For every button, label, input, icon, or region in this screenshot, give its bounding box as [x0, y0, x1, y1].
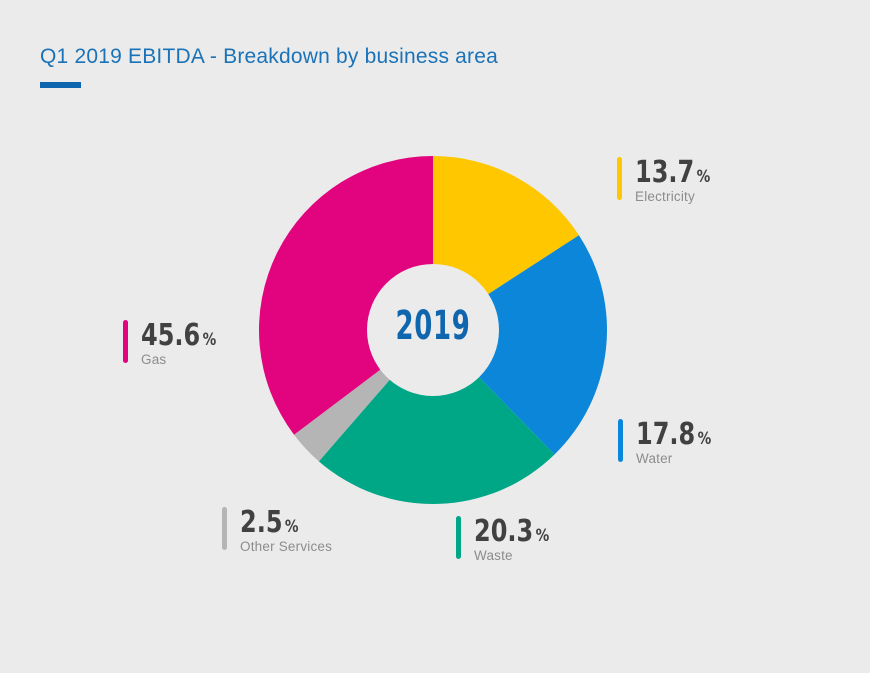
callout-color-bar-water — [618, 419, 623, 462]
callout-percent-sign-other-services: % — [284, 517, 299, 537]
callout-other-services: 2.5% Other Services — [222, 507, 332, 554]
callout-percent-sign-electricity: % — [696, 167, 711, 187]
callout-value-other-services: 2.5 — [240, 505, 283, 540]
callout-label-waste: Waste — [474, 548, 513, 563]
callout-water: 17.8% Water — [618, 419, 730, 466]
callout-percent-sign-waste: % — [535, 526, 550, 546]
donut-chart — [258, 156, 608, 504]
callout-value-waste: 20.3 — [474, 514, 534, 549]
callout-waste: 20.3% Waste — [456, 516, 568, 563]
donut-segment-water — [433, 235, 608, 455]
callout-label-water: Water — [636, 451, 673, 466]
callout-percent-sign-water: % — [697, 429, 712, 449]
callout-electricity: 13.7% Electricity — [617, 157, 729, 204]
callout-color-bar-electricity — [617, 157, 622, 200]
callout-gas: 45.6% Gas — [123, 320, 235, 367]
page-title: Q1 2019 EBITDA - Breakdown by business a… — [40, 45, 499, 68]
callout-color-bar-waste — [456, 516, 461, 559]
callout-color-bar-gas — [123, 320, 128, 363]
callout-value-water: 17.8 — [636, 417, 696, 452]
callout-percent-sign-gas: % — [202, 330, 217, 350]
donut-segment-gas — [258, 156, 433, 435]
callout-label-electricity: Electricity — [635, 189, 695, 204]
donut-center-year: 2019 — [395, 303, 471, 349]
callout-value-gas: 45.6 — [141, 318, 201, 353]
donut-segment-waste — [318, 330, 555, 504]
callout-label-gas: Gas — [141, 352, 167, 367]
callout-label-other-services: Other Services — [240, 539, 333, 554]
callout-color-bar-other-services — [222, 507, 227, 550]
donut-hole — [367, 264, 499, 396]
title-underline — [40, 82, 81, 88]
callout-value-electricity: 13.7 — [635, 155, 695, 190]
